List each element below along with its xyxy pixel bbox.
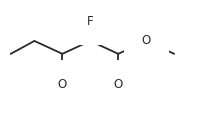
Text: F: F [87,15,94,28]
Text: O: O [141,34,151,48]
Text: O: O [114,78,123,91]
Text: O: O [58,78,67,91]
